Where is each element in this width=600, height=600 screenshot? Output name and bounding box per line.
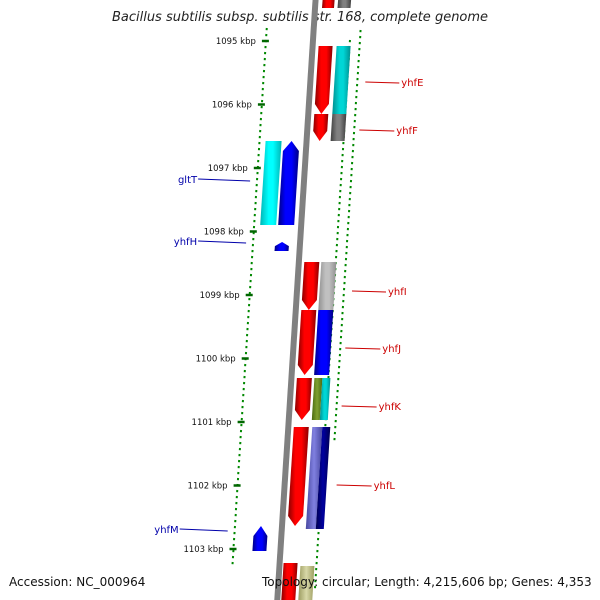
genome-title: Bacillus subtilis subsp. subtilis str. 1…: [111, 10, 489, 25]
leader-line: [198, 178, 251, 182]
gltT-domain-block: [260, 141, 282, 225]
gene-label-yhfF: yhfF: [396, 126, 418, 137]
tick-label: 1102 kbp: [188, 482, 228, 492]
leader-line: [336, 484, 372, 487]
leader-line: [351, 290, 387, 293]
gene-label-yhfK: yhfK: [379, 402, 402, 413]
gene-label-gltT: gltT: [178, 175, 198, 186]
partial-khaki-feature-bottom: [298, 566, 315, 600]
left-dotted-line: [231, 27, 268, 565]
partial-red-feature-top: [322, 0, 335, 8]
gene-label-yhfE: yhfE: [401, 78, 423, 89]
gene-label-yhfI: yhfI: [388, 287, 407, 298]
leader-line: [179, 528, 228, 532]
topology-label: Topology: circular; Length: 4,215,606 bp…: [262, 575, 592, 589]
yhfL-navy-domain: [315, 427, 331, 529]
partial-red-feature-bottom: [281, 563, 298, 600]
tick-label: 1100 kbp: [196, 355, 236, 365]
gene-label-yhfH: yhfH: [174, 237, 197, 248]
leader-line: [365, 81, 400, 84]
gene-label-yhfM: yhfM: [154, 525, 178, 536]
leader-line: [345, 347, 381, 350]
yhfI-gene-arrow: [301, 262, 320, 310]
leader-line: [359, 129, 395, 132]
tick-label: 1099 kbp: [200, 291, 240, 301]
accession-label: Accession: NC_000964: [9, 575, 146, 589]
tick-label: 1098 kbp: [204, 228, 244, 238]
tick-label: 1095 kbp: [216, 37, 256, 47]
leader-line: [198, 240, 247, 244]
yhfF-gene-arrow: [313, 114, 329, 141]
gene-label-yhfL: yhfL: [374, 481, 396, 492]
tick-label: 1101 kbp: [192, 418, 232, 428]
gltT-gene-arrow: [278, 141, 299, 225]
yhfL-slate-domain: [305, 427, 323, 529]
tick-label: 1103 kbp: [183, 545, 223, 555]
yhfL-gene-arrow: [288, 427, 309, 526]
outer-right-dotted-line: [333, 29, 362, 441]
leader-line: [341, 405, 377, 408]
yhfK-olive-domain: [311, 378, 323, 420]
yhfK-cyan-domain: [319, 378, 331, 420]
yhfE-gene-arrow: [314, 46, 333, 114]
genome-backbone: [274, 0, 319, 600]
partial-grey-feature-top: [337, 0, 352, 8]
yhfI-domain-block: [318, 262, 337, 310]
tick-label: 1097 kbp: [208, 164, 248, 174]
tick-label: 1096 kbp: [212, 101, 252, 111]
yhfJ-domain-block: [314, 310, 334, 375]
yhfF-domain-block: [330, 114, 347, 141]
yhfK-gene-arrow: [294, 378, 312, 420]
yhfE-domain-block: [332, 46, 351, 114]
kbp-ticks: 1095 kbp 1096 kbp 1097 kbp 1098 kbp 1099 kbp…: [183, 37, 269, 555]
gene-features: [252, 0, 352, 600]
backbone-bar: [274, 0, 319, 600]
yhfM-gene-arrow: [252, 526, 268, 551]
gene-label-yhfJ: yhfJ: [382, 344, 401, 355]
gene-labels: yhfE yhfF yhfI yhfJ yhfK yhfL gltT yhfH yhfM: [154, 78, 423, 536]
yhfH-gene-arrow: [274, 242, 289, 251]
yhfJ-gene-arrow: [297, 310, 317, 375]
